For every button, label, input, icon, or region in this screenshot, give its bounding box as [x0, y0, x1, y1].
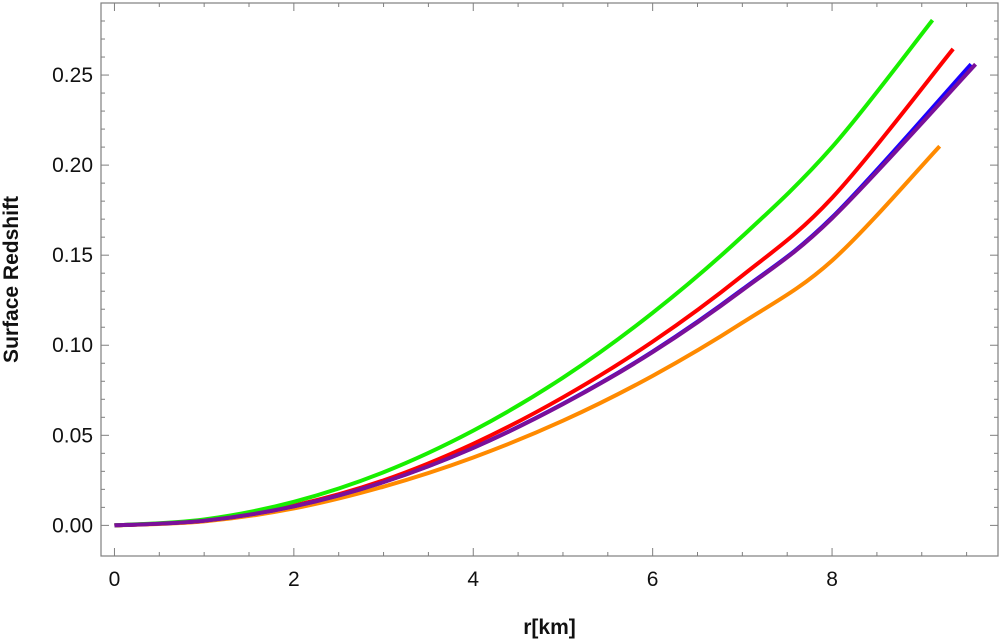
- x-axis-title: r[km]: [523, 616, 576, 639]
- y-tick-label: 0.15: [52, 244, 93, 267]
- y-tick-label: 0.25: [52, 64, 93, 87]
- series-line-3: [114, 47, 955, 528]
- plot-frame: [100, 2, 999, 557]
- series-line-5: [114, 62, 978, 528]
- series-line-1: [114, 144, 942, 528]
- x-tick-label: 4: [467, 568, 479, 591]
- y-tick-label: 0.05: [52, 424, 93, 447]
- y-tick-label: 0.00: [52, 514, 93, 537]
- x-tick-label: 6: [647, 568, 659, 591]
- series-line-4: [114, 18, 935, 528]
- x-tick-label: 8: [826, 568, 838, 591]
- y-tick-label: 0.20: [52, 154, 93, 177]
- x-tick-label: 0: [109, 568, 121, 591]
- y-tick-label: 0.10: [52, 334, 93, 357]
- x-tick-label: 2: [288, 568, 300, 591]
- y-axis-title: Surface Redshift: [0, 196, 23, 363]
